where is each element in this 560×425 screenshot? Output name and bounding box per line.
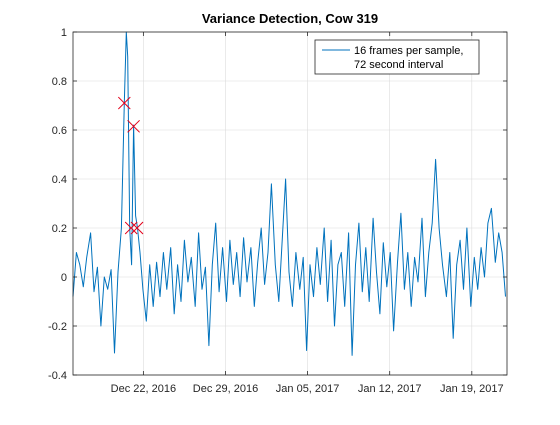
y-tick-label: 0.8 <box>52 76 67 88</box>
legend-box <box>314 39 480 75</box>
axes-box <box>72 31 508 376</box>
y-axis: -0.4 -0.2 0 0.2 0.4 0.6 0.8 1 <box>48 27 507 382</box>
x-tick-label: Dec 22, 2016 <box>111 383 176 395</box>
x-tick-label: Jan 12, 2017 <box>358 383 422 395</box>
detection-marker <box>130 221 144 235</box>
plot-area <box>73 32 507 375</box>
y-tick-label: 0 <box>61 272 67 284</box>
x-tick-label: Jan 19, 2017 <box>440 383 504 395</box>
x-tick-label: Jan 05, 2017 <box>276 383 340 395</box>
x-axis: Dec 22, 2016 Dec 29, 2016 Jan 05, 2017 Jan … <box>111 32 504 395</box>
series-line <box>72 31 506 356</box>
detection-marker <box>124 221 138 235</box>
y-tick-label: 1 <box>61 27 67 39</box>
detection-marker <box>117 96 131 110</box>
y-tick-label: 0.6 <box>52 125 67 137</box>
y-tick-label: 0.4 <box>52 174 67 186</box>
x-tick-label: Dec 29, 2016 <box>193 383 258 395</box>
legend-label-line-1: 16 frames per sample, <box>354 45 463 57</box>
series-layer <box>72 31 506 356</box>
legend-label-line-2: 72 second interval <box>354 59 443 71</box>
y-tick-label: -0.2 <box>48 321 67 333</box>
marker-layer <box>117 96 144 235</box>
chart-title: Variance Detection, Cow 319 <box>202 11 378 26</box>
legend: 16 frames per sample, 72 second interval <box>314 39 480 75</box>
y-tick-label: -0.4 <box>48 370 67 382</box>
detection-marker <box>127 119 140 133</box>
y-tick-label: 0.2 <box>52 223 67 235</box>
